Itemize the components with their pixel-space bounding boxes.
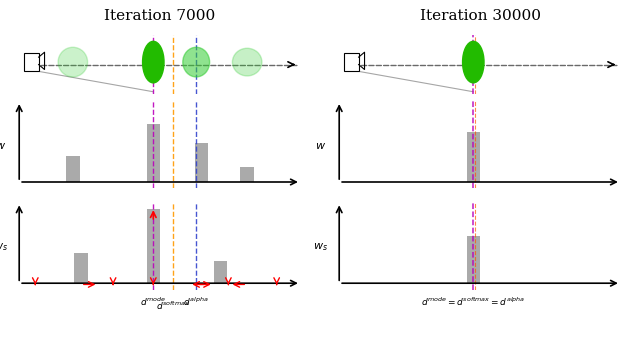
Bar (467, 132, 480, 182)
Text: $d^{mode}$: $d^{mode}$ (140, 296, 166, 308)
Bar (74, 253, 88, 283)
Bar (66, 156, 79, 182)
Text: $w_s$: $w_s$ (0, 241, 8, 253)
Text: $d^{softmax}$: $d^{softmax}$ (156, 300, 191, 312)
Bar (24, 53, 38, 72)
Text: Iteration 30000: Iteration 30000 (419, 9, 541, 23)
Bar (241, 168, 254, 182)
Text: $w_s$: $w_s$ (313, 241, 328, 253)
Bar (214, 261, 227, 283)
Text: $d^{alpha}$: $d^{alpha}$ (184, 296, 209, 308)
Bar (344, 53, 358, 72)
Ellipse shape (232, 48, 262, 76)
Text: Iteration 7000: Iteration 7000 (104, 9, 216, 23)
Bar (147, 124, 160, 182)
Ellipse shape (143, 41, 164, 83)
Text: $w$: $w$ (315, 141, 326, 151)
Ellipse shape (463, 41, 484, 83)
Bar (195, 143, 208, 182)
Text: $d^{mode} = d^{softmax} = d^{alpha}$: $d^{mode} = d^{softmax} = d^{alpha}$ (421, 296, 525, 308)
Bar (147, 209, 160, 283)
Ellipse shape (58, 47, 88, 77)
Text: $w$: $w$ (0, 141, 6, 151)
Bar (467, 236, 480, 283)
Ellipse shape (183, 47, 210, 77)
